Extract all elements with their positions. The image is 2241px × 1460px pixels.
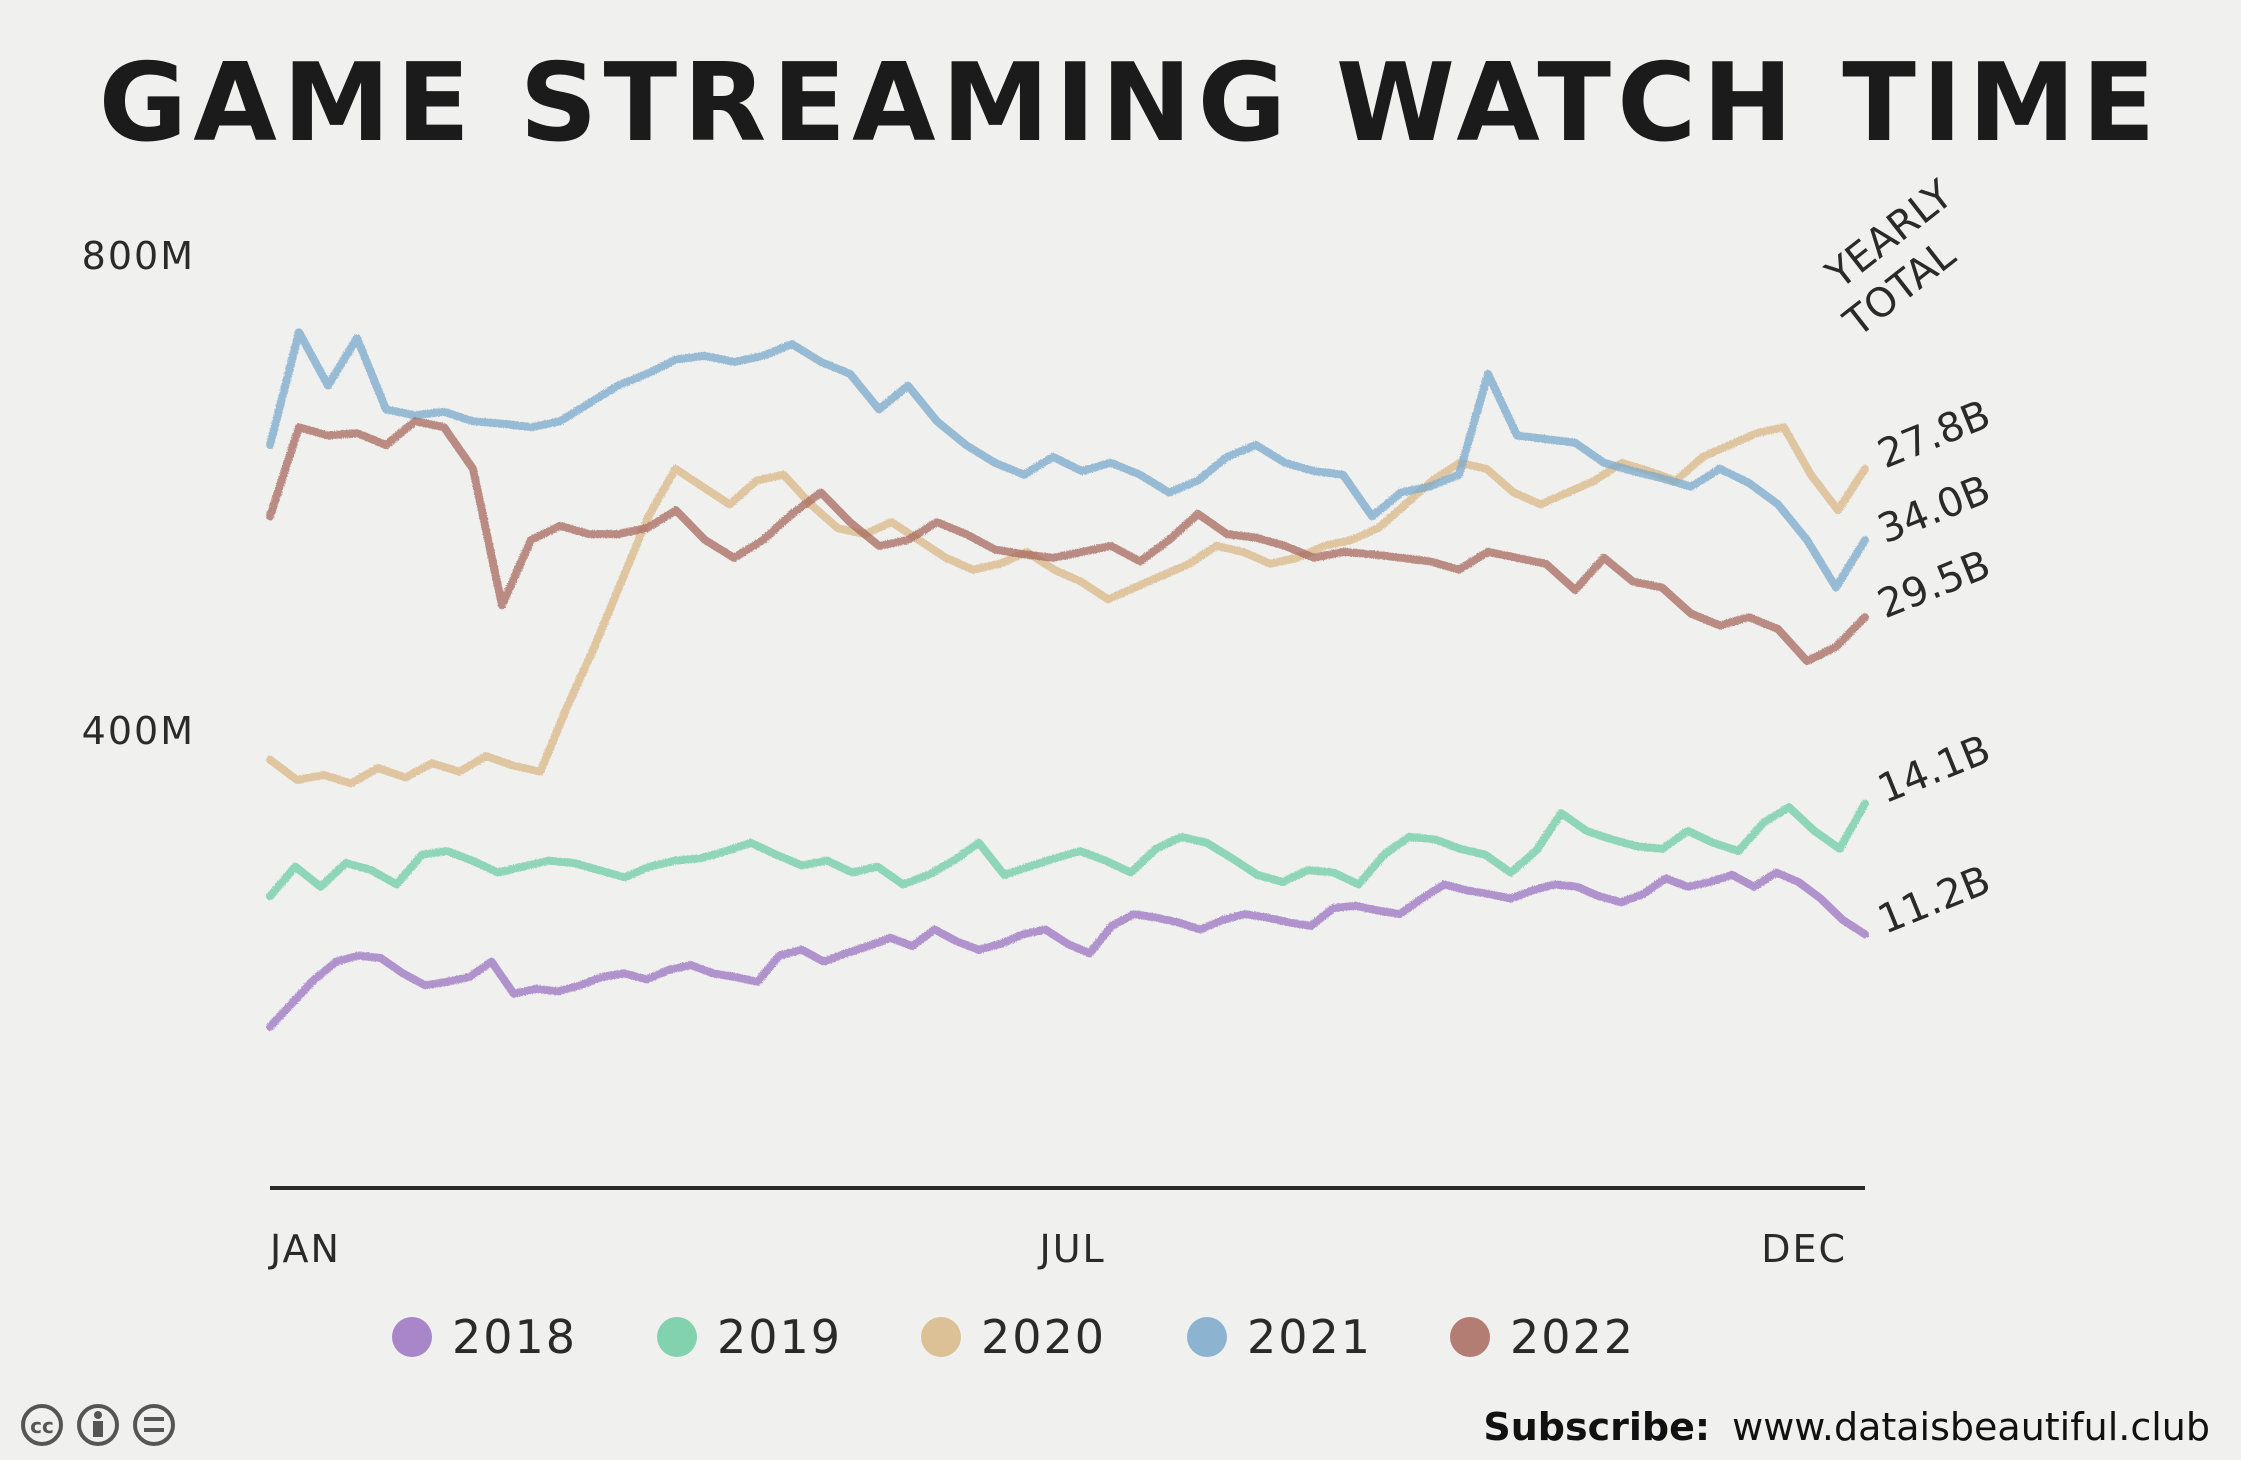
x-tick-label: DEC (1761, 1227, 1847, 1271)
legend-swatch (1187, 1317, 1227, 1357)
legend-swatch (1450, 1317, 1490, 1357)
yearly-total-2020: 27.8B (1872, 392, 1997, 478)
legend-swatch (921, 1317, 961, 1357)
x-tick-label: JAN (268, 1227, 341, 1271)
svg-text:cc: cc (30, 1414, 54, 1438)
series-line-2020 (266, 423, 1869, 788)
series-line-2018 (266, 868, 1869, 1031)
legend-label: 2020 (981, 1310, 1106, 1364)
legend-swatch (657, 1317, 697, 1357)
legend: 2018 2019 2020 2021 2022 (392, 1310, 1635, 1364)
cc-icon: cc (21, 1404, 63, 1446)
legend-label: 2021 (1247, 1310, 1372, 1364)
footer-subscribe: Subscribe: www.dataisbeautiful.club (1483, 1405, 2210, 1449)
yearly-total-2018: 11.2B (1872, 857, 1997, 943)
legend-item-2020: 2020 (921, 1310, 1106, 1364)
legend-swatch (392, 1317, 432, 1357)
x-axis: JAN JUL DEC (268, 1227, 1847, 1271)
legend-item-2019: 2019 (657, 1310, 842, 1364)
subscribe-label: Subscribe: (1483, 1405, 1710, 1449)
yearly-total-2022: 29.5B (1872, 542, 1997, 628)
yearly-total-2021: 34.0B (1872, 467, 1997, 553)
y-tick-label: 400M (82, 709, 195, 753)
chart-title: GAME STREAMING WATCH TIME (99, 41, 2162, 166)
series-line-2021 (266, 328, 1869, 592)
y-tick-label: 800M (82, 234, 195, 278)
legend-item-2018: 2018 (392, 1310, 577, 1364)
series-line-2019 (266, 799, 1869, 901)
nd-icon (133, 1404, 175, 1446)
legend-label: 2019 (717, 1310, 842, 1364)
by-icon (77, 1404, 119, 1446)
subscribe-url[interactable]: www.dataisbeautiful.club (1732, 1405, 2210, 1449)
legend-item-2021: 2021 (1187, 1310, 1372, 1364)
legend-label: 2018 (452, 1310, 577, 1364)
x-tick-label: JUL (1038, 1227, 1106, 1271)
series-line-2022 (266, 417, 1869, 666)
series-lines (266, 328, 1869, 1031)
legend-label: 2022 (1510, 1310, 1635, 1364)
legend-item-2022: 2022 (1450, 1310, 1635, 1364)
yearly-total-2019: 14.1B (1872, 727, 1997, 813)
y-axis: 400M 800M (82, 234, 195, 753)
license-icons: cc (21, 1404, 175, 1446)
